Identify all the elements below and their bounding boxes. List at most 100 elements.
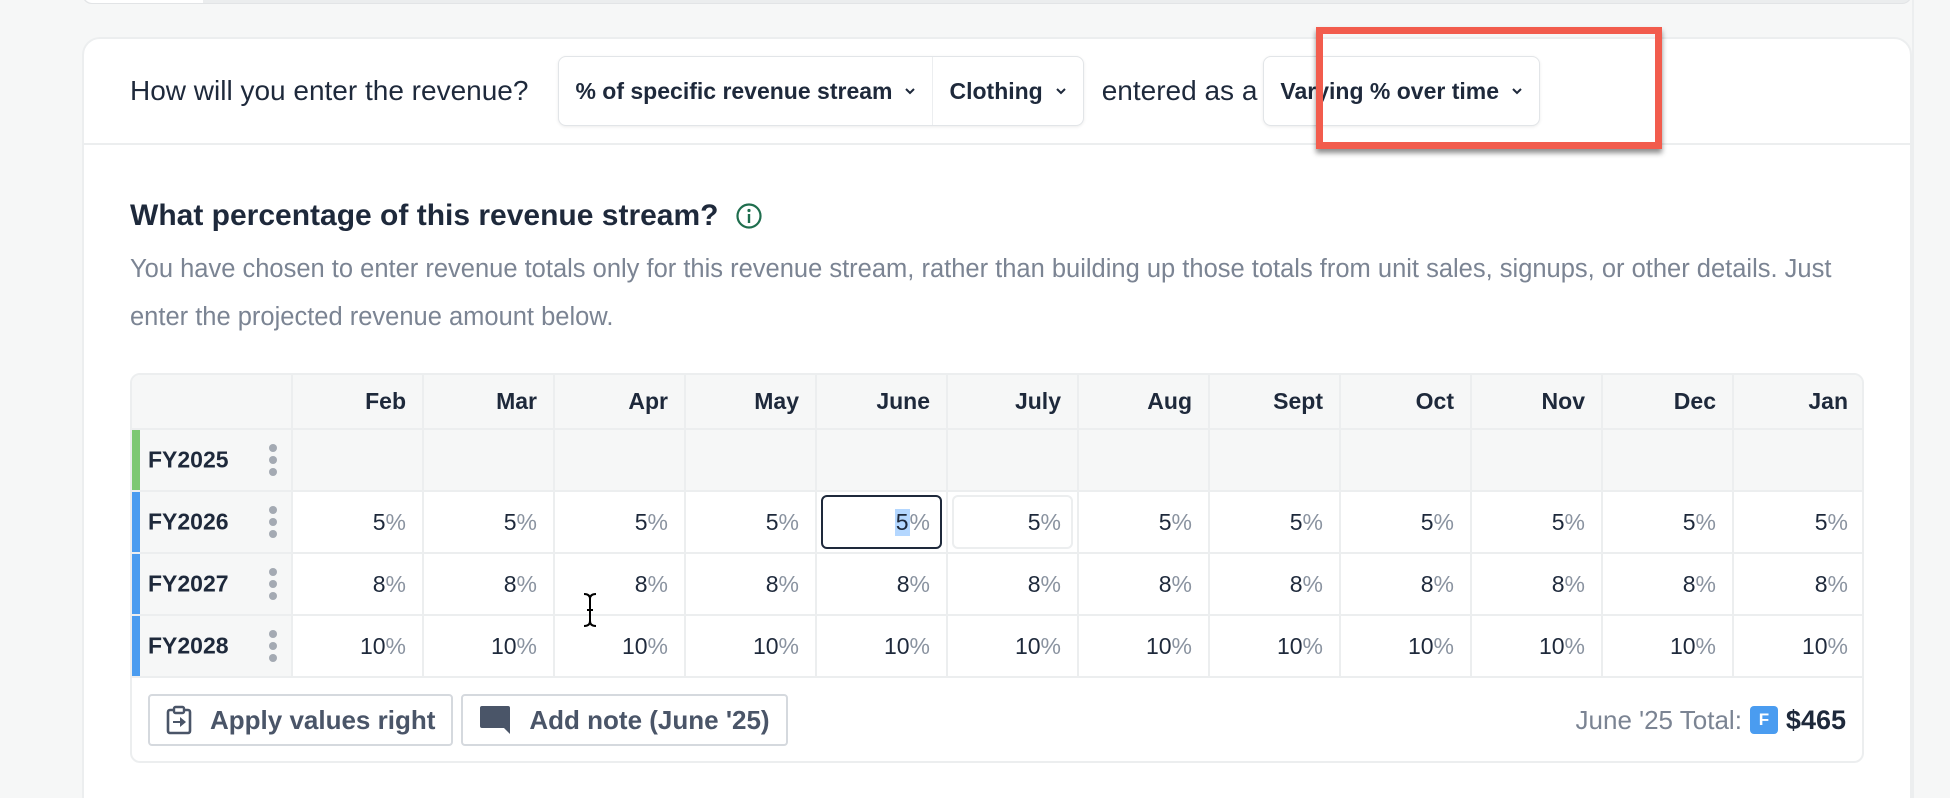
percent-unit: % — [516, 570, 537, 597]
grid-cell[interactable]: 8% — [1471, 553, 1603, 616]
info-circle-icon[interactable] — [735, 202, 763, 230]
grid-cell[interactable] — [1602, 429, 1734, 492]
grid-cell[interactable]: 10% — [1602, 615, 1734, 678]
grid-cell[interactable] — [1733, 429, 1862, 492]
grid-cell[interactable]: 5% — [1602, 491, 1734, 554]
grid-cell[interactable]: 5% — [1733, 491, 1862, 554]
grid-cell[interactable]: 8% — [1733, 553, 1862, 616]
grid-cell[interactable]: 8% — [1602, 553, 1734, 616]
grid-row-fy2025: FY2025 — [132, 429, 1862, 492]
grid-cell[interactable] — [1471, 429, 1603, 492]
revenue-source-select-group: % of specific revenue stream Clothing — [558, 56, 1084, 126]
grid-cell[interactable]: 5% — [816, 491, 948, 554]
cell-value: 5 — [634, 508, 648, 535]
total-value: $465 — [1785, 704, 1846, 735]
grid-cell[interactable]: 10% — [554, 615, 686, 678]
chevron-down-icon — [905, 88, 916, 95]
comment-icon — [480, 706, 511, 734]
total-label: June '25 Total: — [1575, 704, 1742, 735]
grid-cell[interactable]: 10% — [1471, 615, 1603, 678]
method-select[interactable]: % of specific revenue stream — [559, 57, 932, 125]
row-header: FY2027 — [132, 553, 293, 616]
apply-values-right-button[interactable]: Apply values right — [148, 694, 454, 746]
text-cursor-icon — [583, 593, 597, 627]
kebab-menu-icon[interactable] — [269, 568, 277, 600]
month-header-feb: Feb — [292, 375, 424, 430]
section-title-text: What percentage of this revenue stream? — [130, 199, 719, 232]
mode-select[interactable]: Varying % over time — [1264, 57, 1539, 125]
percent-unit: % — [1433, 508, 1454, 535]
grid-cell[interactable] — [947, 429, 1079, 492]
grid-cell[interactable]: 8% — [554, 553, 686, 616]
cell-value: 8 — [1814, 570, 1828, 597]
row-header: FY2028 — [132, 615, 293, 678]
kebab-menu-icon[interactable] — [269, 506, 277, 538]
grid-cell[interactable]: 5% — [685, 491, 817, 554]
adjacent-cell-input[interactable]: 5% — [952, 495, 1073, 549]
grid-cell[interactable]: 8% — [1340, 553, 1472, 616]
grid-cell[interactable] — [292, 429, 424, 492]
grid-cell[interactable]: 5% — [554, 491, 686, 554]
grid-cell[interactable]: 5% — [423, 491, 555, 554]
cell-value: 8 — [372, 570, 386, 597]
grid-cell[interactable]: 10% — [1078, 615, 1210, 678]
grid-cell[interactable]: 8% — [423, 553, 555, 616]
grid-cell[interactable] — [423, 429, 555, 492]
grid-cell[interactable] — [1078, 429, 1210, 492]
cell-value: 10 — [1669, 632, 1696, 659]
grid-cell[interactable]: 10% — [947, 615, 1079, 678]
active-tab[interactable] — [83, 0, 203, 3]
row-color-bar — [132, 492, 140, 552]
percent-unit: % — [516, 632, 537, 659]
row-label: FY2028 — [148, 632, 229, 659]
grid-cell[interactable] — [1209, 429, 1341, 492]
kebab-menu-icon[interactable] — [269, 630, 277, 662]
stream-select[interactable]: Clothing — [932, 57, 1082, 125]
grid-cell[interactable]: 5% — [1471, 491, 1603, 554]
row-color-bar — [132, 554, 140, 614]
grid-cell[interactable]: 8% — [1078, 553, 1210, 616]
percent-unit: % — [516, 508, 537, 535]
grid-body: FY2025 FY2026 5% 5% 5% 5% 5% 5% 5% 5% 5% 5% 5% 5% FY20… — [132, 429, 1862, 678]
grid-cell[interactable]: 5% — [1340, 491, 1472, 554]
cell-value: 10 — [1145, 632, 1172, 659]
grid-cell[interactable]: 8% — [947, 553, 1079, 616]
section-title: What percentage of this revenue stream? — [130, 199, 763, 233]
grid-cell[interactable]: 5% — [1209, 491, 1341, 554]
kebab-menu-icon[interactable] — [269, 444, 277, 476]
percent-unit: % — [1827, 570, 1848, 597]
grid-cell[interactable]: 10% — [1733, 615, 1862, 678]
grid-cell[interactable]: 10% — [685, 615, 817, 678]
percent-unit: % — [1433, 570, 1454, 597]
grid-cell[interactable]: 8% — [685, 553, 817, 616]
add-note-button[interactable]: Add note (June '25) — [461, 694, 788, 746]
grid-cell[interactable] — [554, 429, 686, 492]
cell-value: 8 — [1158, 570, 1172, 597]
grid-cell[interactable]: 10% — [1209, 615, 1341, 678]
percent-unit: % — [778, 508, 799, 535]
grid-cell[interactable]: 8% — [292, 553, 424, 616]
row-color-bar — [132, 616, 140, 676]
grid-cell[interactable] — [816, 429, 948, 492]
grid-cell[interactable]: 8% — [816, 553, 948, 616]
percent-unit: % — [909, 570, 930, 597]
grid-cell[interactable]: 5% — [1078, 491, 1210, 554]
grid-cell[interactable] — [685, 429, 817, 492]
clipboard-arrow-icon — [166, 705, 192, 735]
grid-cell[interactable]: 5% — [947, 491, 1079, 554]
grid-cell[interactable]: 10% — [816, 615, 948, 678]
month-header-jan: Jan — [1733, 375, 1862, 430]
grid-cell[interactable]: 10% — [1340, 615, 1472, 678]
grid-cell[interactable]: 8% — [1209, 553, 1341, 616]
grid-cell[interactable]: 5% — [292, 491, 424, 554]
grid-row-fy2028: FY2028 10% 10% 10% 10% 10% 10% 10% 10% 10% 10% 10% 1… — [132, 615, 1862, 678]
grid-cell[interactable]: 10% — [292, 615, 424, 678]
percent-unit: % — [1171, 632, 1192, 659]
mode-select-value: Varying % over time — [1280, 77, 1499, 104]
grid-cell[interactable] — [1340, 429, 1472, 492]
percent-unit: % — [1827, 508, 1848, 535]
cell-value: 5 — [1551, 508, 1565, 535]
grid-cell[interactable]: 10% — [423, 615, 555, 678]
active-cell-input[interactable]: 5% — [821, 495, 942, 549]
